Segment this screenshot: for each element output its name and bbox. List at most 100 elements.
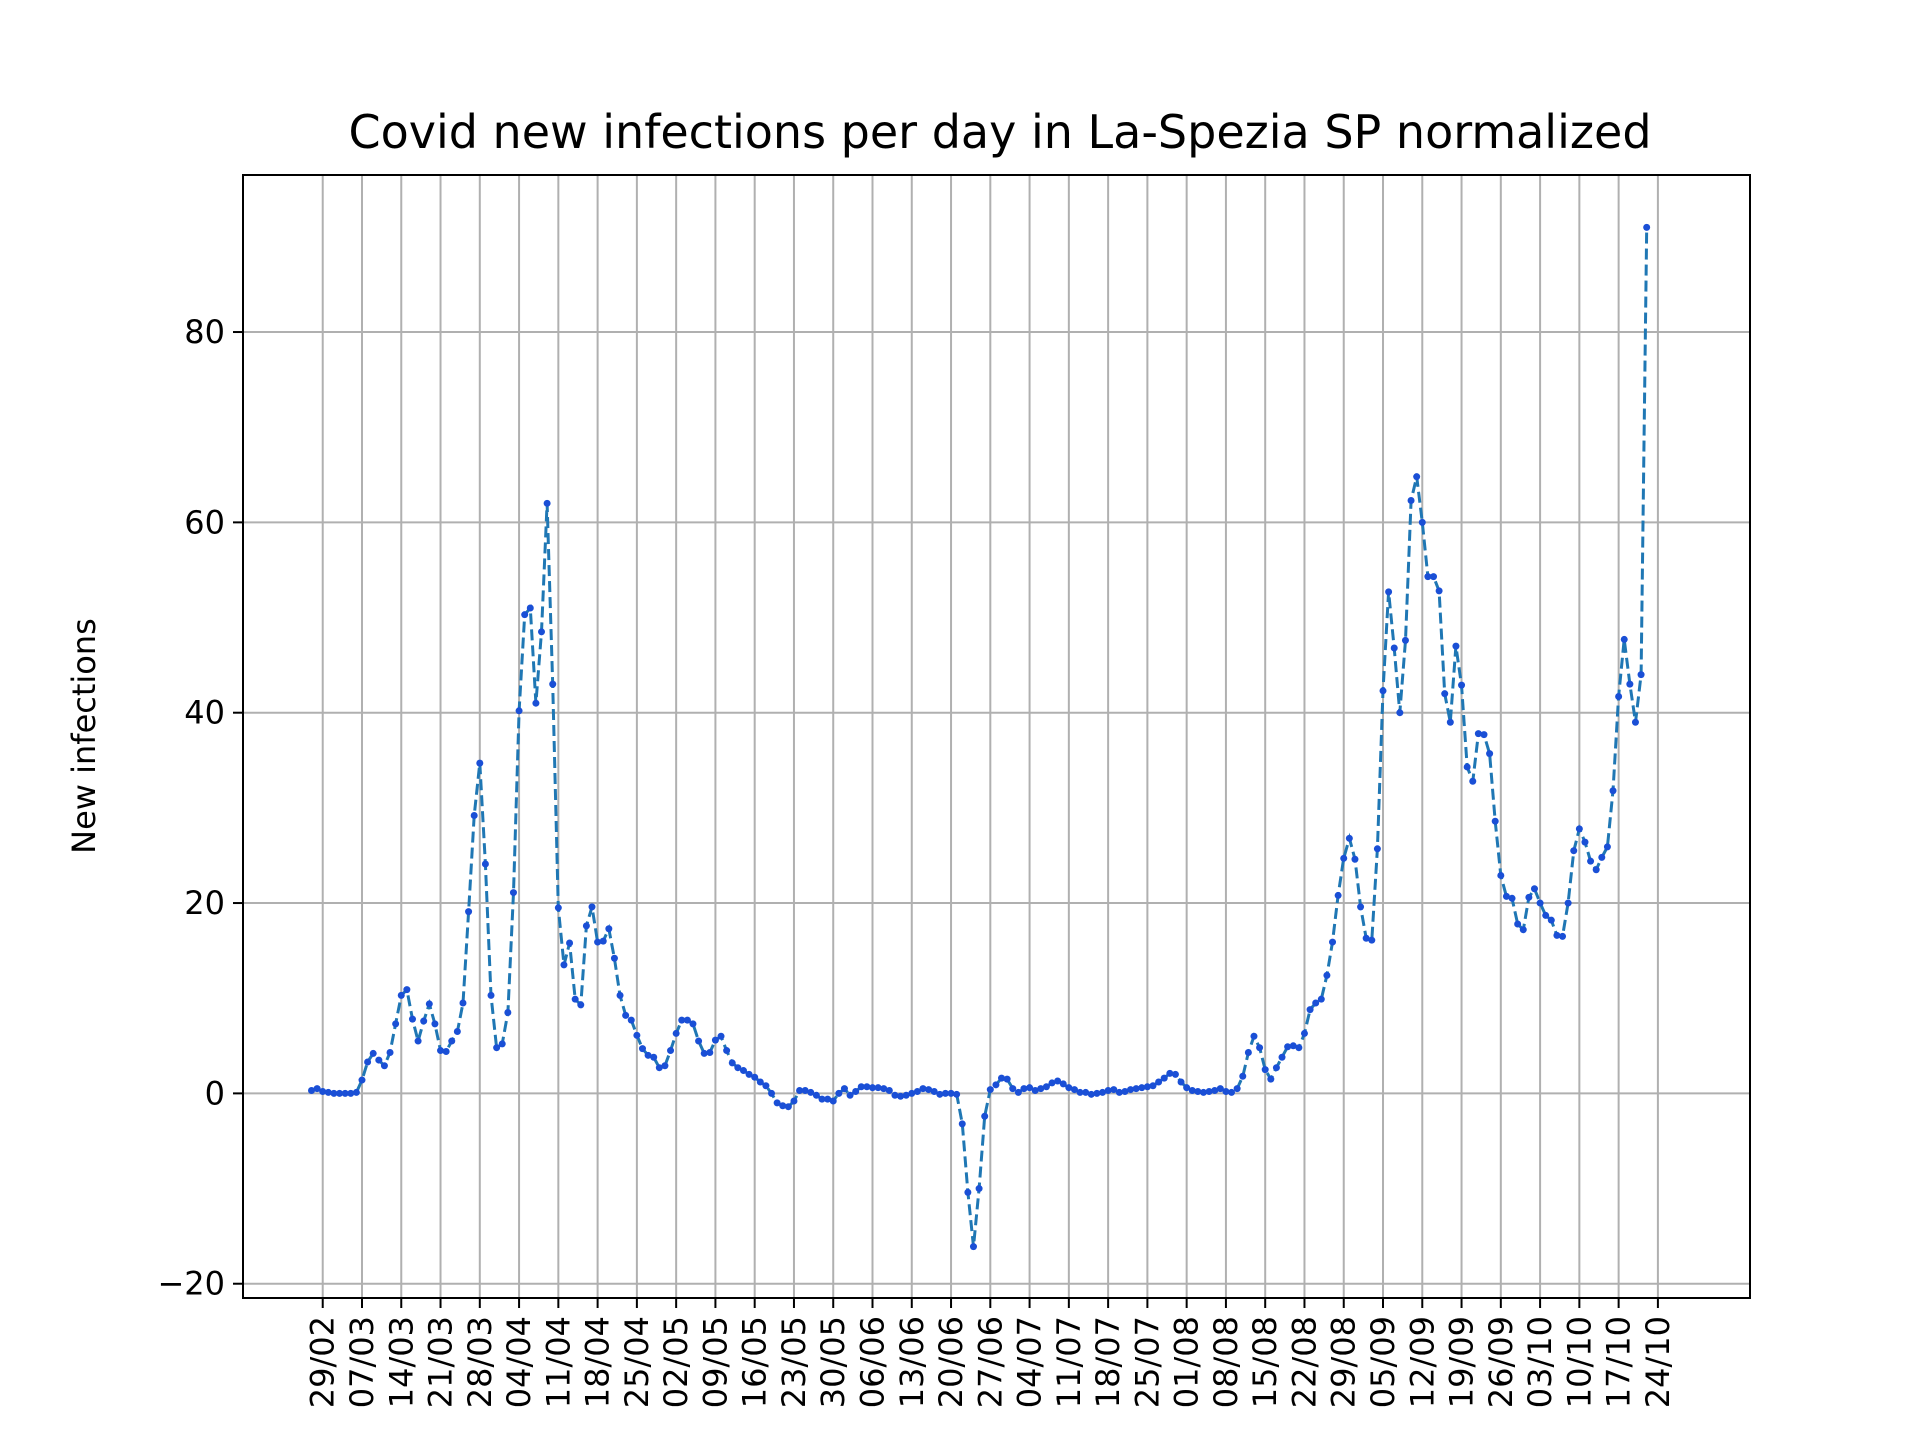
data-point	[1362, 934, 1370, 942]
y-tick-label: 80	[184, 313, 225, 351]
data-point	[1076, 1088, 1084, 1096]
x-tick-label: 26/09	[1482, 1316, 1520, 1408]
data-point	[1407, 496, 1415, 504]
data-point	[711, 1036, 719, 1044]
data-point	[1418, 518, 1426, 526]
data-point	[650, 1053, 658, 1061]
data-point	[1480, 731, 1488, 739]
data-point	[1340, 854, 1348, 862]
x-tick-label: 25/07	[1128, 1316, 1166, 1408]
data-point	[521, 611, 529, 619]
x-tick-label: 06/06	[854, 1316, 892, 1408]
x-tick-label: 28/03	[461, 1316, 499, 1408]
data-point	[1452, 642, 1460, 650]
data-point	[1587, 857, 1595, 865]
plot-frame	[242, 174, 1751, 1299]
y-axis: −20 0 20 40 60 80	[157, 313, 243, 1303]
data-point	[1155, 1078, 1163, 1086]
x-tick-label: 20/06	[932, 1316, 970, 1408]
x-axis: 29/02 07/03 14/03 21/03 28/03 04/04 11/04 18/04…	[304, 1298, 1677, 1408]
x-tick-label: 10/10	[1560, 1316, 1598, 1408]
data-point	[408, 1015, 416, 1023]
data-point	[1351, 855, 1359, 863]
data-point	[1530, 885, 1538, 893]
data-point	[784, 1103, 792, 1111]
data-point	[509, 889, 517, 897]
data-point	[341, 1089, 349, 1097]
data-point	[824, 1095, 832, 1103]
data-point	[1469, 777, 1477, 785]
data-point	[1525, 893, 1533, 901]
data-point	[1222, 1087, 1230, 1095]
data-point	[812, 1091, 820, 1099]
data-point	[470, 811, 478, 819]
data-point	[403, 986, 411, 994]
data-point	[1037, 1085, 1045, 1093]
data-point	[1166, 1069, 1174, 1077]
data-point	[1171, 1070, 1179, 1078]
y-axis-label: New infections	[65, 618, 103, 854]
data-point	[807, 1088, 815, 1096]
data-point	[1183, 1084, 1191, 1092]
data-point	[1626, 680, 1634, 688]
data-point	[465, 908, 473, 916]
data-point	[1009, 1085, 1017, 1093]
data-point	[1149, 1082, 1157, 1090]
data-point	[1121, 1087, 1129, 1095]
data-point	[1486, 750, 1494, 758]
data-point	[515, 707, 523, 715]
data-point	[392, 1020, 400, 1028]
x-tick-label: 24/10	[1639, 1316, 1677, 1408]
data-point	[1581, 838, 1589, 846]
x-tick-label: 29/08	[1325, 1316, 1363, 1408]
x-tick-label: 12/09	[1403, 1316, 1441, 1408]
data-point	[1559, 932, 1567, 940]
data-point	[526, 604, 534, 612]
data-point	[1463, 763, 1471, 771]
data-point	[678, 1016, 686, 1024]
x-tick-label: 18/04	[579, 1316, 617, 1408]
data-point	[941, 1089, 949, 1097]
data-point	[913, 1087, 921, 1095]
data-point	[1508, 894, 1516, 902]
data-point	[964, 1188, 972, 1196]
chart-title: Covid new infections per day in La-Spezi…	[348, 105, 1651, 159]
data-point	[1519, 926, 1527, 934]
data-point	[448, 1037, 456, 1045]
data-point	[1284, 1043, 1292, 1051]
data-point	[840, 1085, 848, 1093]
data-point	[700, 1049, 708, 1057]
data-point	[1065, 1084, 1073, 1092]
data-point	[1564, 899, 1572, 907]
data-point	[992, 1081, 1000, 1089]
x-tick-label: 19/09	[1443, 1316, 1481, 1408]
data-point	[588, 903, 596, 911]
x-tick-label: 08/08	[1207, 1316, 1245, 1408]
data-point	[313, 1085, 321, 1093]
data-point	[1317, 995, 1325, 1003]
data-point	[818, 1095, 826, 1103]
data-point	[493, 1044, 501, 1052]
data-point	[1312, 999, 1320, 1007]
data-point	[801, 1087, 809, 1095]
data-point	[1441, 690, 1449, 698]
x-tick-label: 30/05	[814, 1316, 852, 1408]
gridlines	[243, 175, 1750, 1298]
data-point	[852, 1087, 860, 1095]
data-point	[420, 1017, 428, 1025]
data-point	[1345, 834, 1353, 842]
data-point	[1087, 1090, 1095, 1098]
data-point	[532, 699, 540, 707]
data-point	[734, 1064, 742, 1072]
data-point	[1329, 938, 1337, 946]
data-point	[1379, 687, 1387, 695]
data-point	[1244, 1048, 1252, 1056]
y-tick-label: 60	[184, 503, 225, 541]
data-point	[863, 1083, 871, 1091]
data-point	[1390, 644, 1398, 652]
data-point	[308, 1087, 315, 1095]
data-point	[790, 1097, 798, 1105]
y-tick-label: 20	[184, 884, 225, 922]
data-point	[336, 1089, 344, 1097]
data-point	[1435, 587, 1443, 595]
